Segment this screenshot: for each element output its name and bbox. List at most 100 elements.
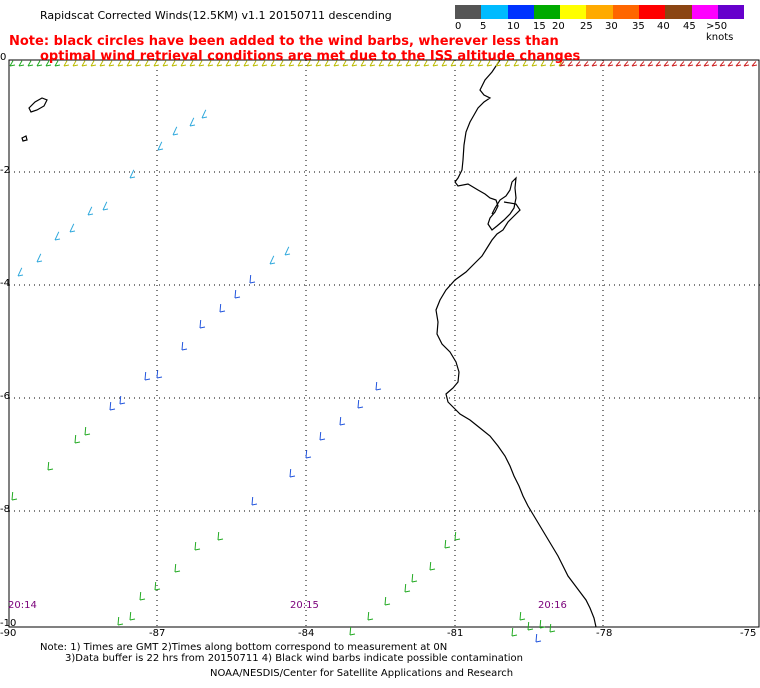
wind-barb (156, 369, 163, 379)
wind-barb (45, 60, 52, 67)
wind-barb (444, 539, 451, 549)
legend-color-bar (455, 5, 745, 19)
wind-barb (139, 591, 146, 601)
legend-label-1: 5 (480, 21, 487, 32)
wind-barb (663, 61, 670, 67)
wind-barb (647, 61, 654, 67)
wind-barb (459, 60, 466, 67)
legend-swatch-0 (455, 5, 482, 19)
wind-barb (189, 60, 196, 67)
wind-barb (99, 60, 106, 67)
wind-barb (243, 60, 250, 67)
wind-barb (117, 616, 124, 626)
wind-barb (703, 61, 710, 67)
wind-barb (129, 169, 136, 179)
time-label-1: 20:14 (8, 600, 37, 611)
footer-note-line1: Note: 1) Times are GMT 2)Times along bot… (40, 642, 448, 653)
legend-swatch-8 (665, 5, 692, 19)
wind-barb (54, 60, 61, 67)
wind-barb (225, 60, 232, 67)
wind-barb (219, 303, 226, 313)
y-tick-minus2: -2 (0, 165, 10, 176)
footer-note-line2: 3)Data buffer is 22 hrs from 20150711 4)… (65, 653, 523, 664)
grid (9, 60, 760, 627)
wind-barb (11, 491, 18, 501)
wind-barb (234, 289, 241, 299)
wind-barb (144, 371, 151, 381)
legend-label-3: 15 (533, 21, 546, 32)
wind-barb (468, 60, 475, 67)
wind-barb (135, 60, 142, 67)
wind-barb (486, 60, 493, 67)
wind-barb (72, 60, 79, 67)
wind-barb (47, 461, 54, 471)
wind-barb (357, 399, 364, 409)
wind-barb (591, 61, 598, 67)
wind-barb (270, 60, 277, 67)
wind-barb (513, 60, 520, 67)
wind-barb (429, 561, 436, 571)
wind-barb (297, 60, 304, 67)
legend-label-6: 30 (605, 21, 618, 32)
wind-barb (162, 60, 169, 67)
wind-barb (349, 626, 356, 636)
color-legend: 0 5 10 15 20 25 30 35 40 45 >50 knots (455, 5, 745, 43)
wind-barb (172, 126, 179, 136)
footer-credit: NOAA/NESDIS/Center for Satellite Applica… (210, 668, 514, 679)
wind-barb (387, 60, 394, 67)
y-tick-minus10: -10 (0, 618, 17, 629)
wind-barb (367, 611, 374, 621)
wind-barb (126, 60, 133, 67)
x-tick-minus87: -87 (149, 628, 166, 639)
wind-barb (450, 60, 457, 67)
wind-barb (144, 60, 151, 67)
wind-barb (396, 60, 403, 67)
coastline (435, 59, 597, 628)
y-tick-minus6: -6 (0, 391, 10, 402)
wind-barb (639, 61, 646, 67)
wind-barb (319, 431, 326, 441)
wind-barb (539, 619, 546, 629)
y-tick-minus8: -8 (0, 504, 10, 515)
wind-barb (339, 416, 346, 426)
legend-swatch-1 (481, 5, 508, 19)
wind-barb (727, 61, 734, 67)
legend-label-5: 25 (580, 21, 593, 32)
time-label-2: 20:15 (290, 600, 319, 611)
wind-barb (54, 231, 61, 241)
wind-barb (655, 61, 662, 67)
time-label-3: 20:16 (538, 600, 567, 611)
wind-barb (695, 61, 702, 67)
legend-label-9: 45 (683, 21, 696, 32)
legend-label-0: 0 (455, 21, 462, 32)
y-tick-0: 0 (0, 52, 7, 63)
wind-barb (454, 531, 461, 541)
legend-swatch-7 (639, 5, 666, 19)
x-tick-minus78: -78 (596, 628, 613, 639)
wind-barb (631, 61, 638, 67)
wind-barb (129, 611, 136, 621)
wind-barb (198, 60, 205, 67)
wind-barb (315, 60, 322, 67)
wind-barb (549, 60, 556, 67)
wind-barb (623, 61, 630, 67)
wind-barb (549, 623, 556, 633)
x-tick-minus81: -81 (447, 628, 464, 639)
wind-barb (284, 246, 291, 256)
wind-barb (199, 319, 206, 329)
legend-label-7: 35 (632, 21, 645, 32)
legend-swatch-2 (507, 5, 534, 19)
y-tick-minus4: -4 (0, 278, 10, 289)
wind-barb (174, 563, 181, 573)
wind-barb (27, 60, 34, 67)
contamination-note-line1: Note: black circles have been added to t… (9, 34, 559, 49)
wind-barb (743, 61, 750, 67)
contamination-note-line2: optimal wind retrieval conditions are me… (40, 49, 581, 64)
wind-barbs (9, 60, 758, 643)
wind-barb (189, 117, 196, 127)
page-title: Rapidscat Corrected Winds(12.5KM) v1.1 2… (40, 9, 392, 22)
wind-barb (157, 141, 164, 151)
wind-barb (411, 573, 418, 583)
wind-barb (102, 201, 109, 211)
